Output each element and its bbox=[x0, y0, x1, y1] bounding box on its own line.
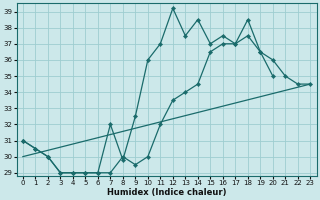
X-axis label: Humidex (Indice chaleur): Humidex (Indice chaleur) bbox=[107, 188, 226, 197]
